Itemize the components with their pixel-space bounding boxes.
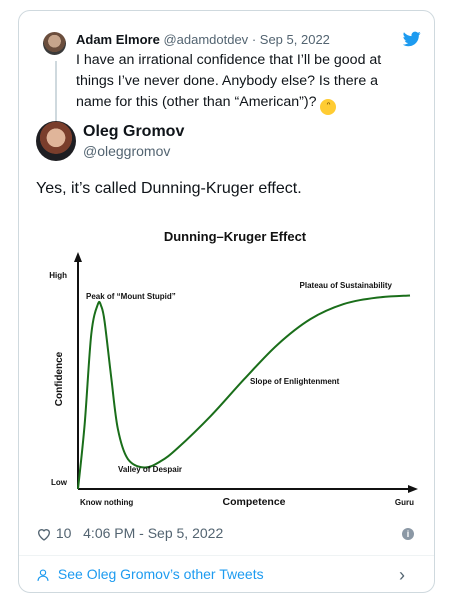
info-icon[interactable]: i [402,528,414,540]
heart-icon[interactable] [36,526,52,542]
quoted-author-name[interactable]: Adam Elmore [76,32,160,47]
see-other-tweets-link[interactable]: See Oleg Gromov’s other Tweets [36,566,264,582]
quoted-tweet-date[interactable]: Sep 5, 2022 [259,32,330,47]
like-count[interactable]: 10 [55,525,72,541]
tweet-timestamp[interactable]: 4:06 PM - Sep 5, 2022 [83,525,224,541]
tweet-embed-card: Adam Elmore @adamdotdev · Sep 5, 2022 I … [18,10,435,593]
annotation-slope: Slope of Enlightenment [250,377,340,386]
thread-connector-line [55,61,57,123]
quoted-author-handle[interactable]: @adamdotdev [163,32,249,47]
quoted-tweet-text: I have an irrational confidence that I’l… [76,50,416,115]
chart-title: Dunning–Kruger Effect [164,229,307,244]
header-separator: · [251,32,257,47]
quoted-author-avatar[interactable] [43,32,66,55]
tweet-footer: 10 4:06 PM - Sep 5, 2022 [36,525,223,542]
y-tick-low: Low [51,478,68,487]
y-axis-label: Confidence [54,351,65,406]
twitter-bird-icon[interactable] [403,31,421,47]
person-icon [37,569,49,581]
dunning-kruger-chart[interactable]: Dunning–Kruger Effect High Low Confidenc… [36,219,419,515]
annotation-plateau: Plateau of Sustainability [300,281,393,290]
grinning-sweat-emoji-icon: ᵔ [320,99,337,115]
author-name[interactable]: Oleg Gromov [83,123,185,140]
chevron-right-icon[interactable]: › [399,565,405,585]
footer-divider [19,555,434,556]
quoted-tweet-header: Adam Elmore @adamdotdev · Sep 5, 2022 [76,32,330,47]
annotation-valley: Valley of Despair [118,465,182,474]
x-axis-arrow [408,485,418,493]
confidence-curve [77,294,411,490]
x-axis-label: Competence [222,496,285,508]
y-tick-high: High [49,271,67,280]
author-avatar[interactable] [36,121,76,161]
y-axis-arrow [74,252,82,262]
see-other-tweets-label[interactable]: See Oleg Gromov’s other Tweets [57,566,264,582]
quoted-tweet-body: I have an irrational confidence that I’l… [76,52,382,110]
x-tick-guru: Guru [395,498,414,507]
annotation-peak: Peak of “Mount Stupid” [86,292,176,301]
author-handle[interactable]: @oleggromov [83,143,171,159]
x-tick-know-nothing: Know nothing [80,498,133,507]
tweet-text: Yes, it’s called Dunning-Kruger effect. [36,180,302,197]
